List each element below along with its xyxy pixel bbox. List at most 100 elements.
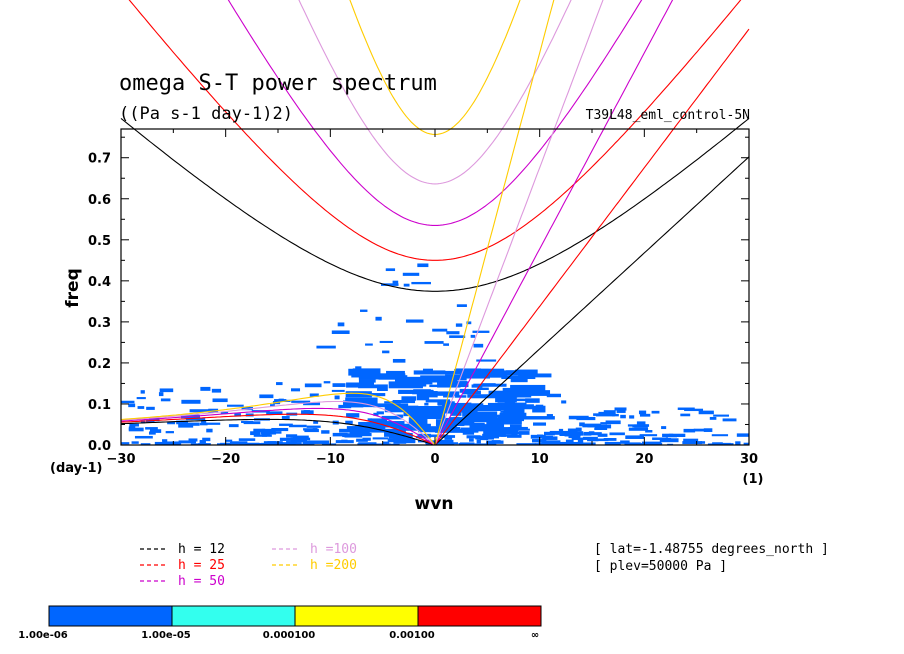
power-cell: [634, 424, 648, 428]
power-cell: [376, 411, 384, 415]
power-cell: [524, 390, 551, 396]
power-cell: [345, 397, 378, 405]
power-cell: [514, 369, 538, 374]
power-cell: [334, 395, 340, 400]
dispersion-curves: [120, 0, 750, 445]
power-cell: [316, 345, 336, 349]
power-cell: [212, 398, 228, 403]
power-cell: [495, 395, 517, 403]
power-cell: [482, 433, 506, 437]
power-cell: [546, 393, 562, 398]
x-axis-label: wvn: [415, 494, 454, 514]
power-cell: [225, 439, 233, 442]
power-cell: [384, 428, 406, 434]
power-cell: [680, 413, 691, 417]
power-cell: [422, 368, 433, 374]
power-cell: [715, 442, 731, 445]
power-cell: [462, 431, 475, 435]
power-cell: [470, 395, 501, 399]
power-cell: [722, 418, 737, 422]
power-cell: [507, 434, 522, 438]
power-cell: [352, 368, 381, 376]
power-cell: [510, 378, 528, 383]
power-cell: [279, 437, 297, 441]
power-cell: [286, 434, 298, 438]
power-cell: [543, 431, 555, 436]
power-cell: [505, 428, 519, 435]
power-cell: [276, 382, 283, 386]
power-cell: [384, 401, 401, 404]
power-cell: [542, 436, 558, 440]
power-cell: [372, 437, 389, 440]
colorbar-label: ∞: [531, 630, 539, 641]
power-cell: [543, 441, 560, 445]
power-cell: [402, 272, 420, 276]
power-cell: [405, 319, 424, 323]
power-cell: [263, 441, 283, 445]
power-cell: [414, 405, 448, 413]
y-tick-label: 0.1: [88, 398, 111, 413]
power-cell: [475, 435, 487, 440]
power-cell: [515, 428, 530, 431]
power-cell: [202, 422, 221, 425]
dispersion-rossby-h100: [120, 400, 436, 445]
power-cell: [449, 335, 466, 338]
power-cell: [148, 431, 156, 435]
power-cell: [337, 322, 345, 327]
power-cell: [201, 409, 213, 412]
power-cell: [411, 281, 431, 285]
y-tick-label: 0.5: [88, 234, 111, 249]
power-cell: [463, 404, 482, 409]
power-cell: [634, 443, 646, 445]
power-cell: [443, 343, 450, 346]
axis-ticks: −30 −20 −10 0 10 20 30 0.0 0.1 0.2 0.3 0.4 0.5 0.6 0.7: [88, 129, 758, 467]
power-cell: [416, 393, 430, 401]
power-cell: [598, 411, 609, 416]
power-cell: [137, 406, 145, 409]
power-cell: [131, 441, 139, 444]
power-cell: [274, 399, 291, 403]
dispersion-rossby-h50: [120, 407, 436, 445]
power-cell: [226, 404, 244, 407]
power-cell: [558, 428, 564, 432]
power-cell: [302, 440, 315, 445]
power-cell: [234, 413, 241, 417]
power-cell: [577, 439, 584, 443]
power-cell: [121, 442, 130, 445]
power-cell: [356, 438, 368, 442]
power-cell: [471, 384, 483, 388]
power-cell: [471, 406, 501, 412]
power-cell: [220, 411, 229, 415]
power-cell: [538, 442, 548, 445]
power-cell: [376, 384, 388, 391]
power-cell: [309, 393, 319, 397]
x-unit-label: (1): [743, 472, 764, 487]
power-cell: [293, 442, 302, 445]
y-tick-label: 0.3: [88, 316, 111, 331]
power-cell: [556, 443, 572, 445]
power-cell: [382, 350, 390, 354]
legend-label-h100: h =100: [310, 542, 357, 557]
power-cell: [594, 424, 612, 429]
dispersion-kelvin-h50: [434, 0, 674, 445]
power-cell: [241, 406, 253, 411]
power-cell: [382, 441, 390, 445]
power-cell: [491, 391, 525, 396]
colorbar-label: 0.00100: [389, 630, 435, 641]
power-cell: [469, 438, 474, 442]
power-cell: [331, 389, 345, 392]
power-cell: [229, 441, 239, 445]
power-cell: [346, 426, 364, 430]
power-cell: [381, 415, 402, 420]
power-cell: [644, 443, 656, 445]
power-cell: [309, 440, 330, 444]
power-cell: [188, 438, 198, 442]
power-cell: [435, 439, 454, 444]
colorbar-label: 1.00e-05: [141, 630, 191, 641]
power-cell: [424, 402, 429, 406]
power-cell: [437, 381, 461, 388]
power-cell: [392, 435, 399, 440]
power-cell: [470, 334, 476, 338]
power-cell: [683, 428, 696, 433]
